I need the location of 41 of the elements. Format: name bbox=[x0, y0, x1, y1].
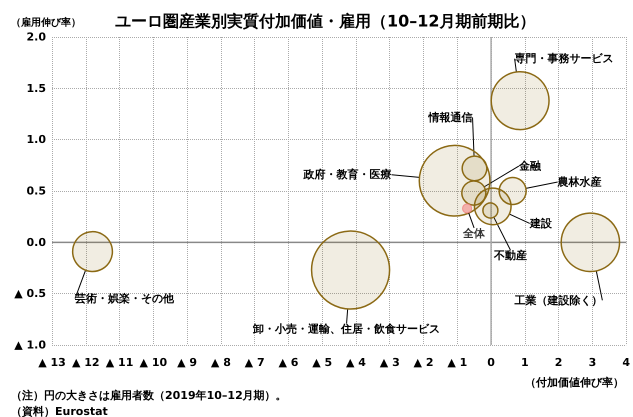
x-tick-label: 4 bbox=[622, 356, 630, 369]
x-tick-label: ▲ 6 bbox=[278, 356, 299, 369]
y-tick-label: 1.0 bbox=[26, 133, 46, 146]
x-tick-label: ▲ 7 bbox=[244, 356, 265, 369]
x-tick-label: 1 bbox=[521, 356, 529, 369]
x-tick-label: ▲ 5 bbox=[312, 356, 332, 369]
x-tick-label: 0 bbox=[487, 356, 496, 369]
x-tick-label: ▲ 4 bbox=[346, 356, 366, 369]
x-tick-label: ▲ 1 bbox=[447, 356, 468, 369]
series-label: 全体 bbox=[462, 226, 486, 240]
y-tick-label: 1.5 bbox=[26, 82, 46, 95]
text: 政府・教育・医療 bbox=[302, 168, 392, 182]
x-tick-label: 2 bbox=[554, 356, 562, 369]
series-label: 建設 bbox=[528, 216, 553, 230]
x-tick-label: ▲ 3 bbox=[380, 356, 400, 369]
x-tick-label: ▲ 12 bbox=[72, 356, 100, 369]
y-tick-label: ▲ 1.0 bbox=[14, 338, 46, 352]
y-tick-label: 2.0 bbox=[26, 30, 46, 44]
x-tick-label: ▲ 9 bbox=[177, 356, 198, 369]
text: （資料）Eurostat bbox=[11, 405, 108, 417]
x-tick-label: ▲ 2 bbox=[414, 356, 434, 369]
series-label: 卸・小売・運輸、住居・飲食サービス bbox=[252, 322, 440, 336]
x-tick-label: ▲ 13 bbox=[38, 356, 66, 369]
y-axis-title: （雇用伸び率） bbox=[11, 16, 81, 28]
text: （注）円の大きさは雇用者数（2019年10–12月期）。 bbox=[11, 389, 287, 402]
text: 農林水産 bbox=[556, 176, 602, 188]
text: 不動産 bbox=[492, 249, 527, 262]
text: 金融 bbox=[518, 160, 542, 173]
text: 工業（建設除く） bbox=[513, 294, 602, 307]
x-tick-label: ▲ 11 bbox=[106, 356, 134, 369]
chart-title: ユーロ圏産業別実質付加価値・雇用（10–12月期前期比） bbox=[115, 12, 536, 30]
text: 芸術・娯楽・その他 bbox=[74, 292, 176, 306]
x-tick-label: ▲ 10 bbox=[140, 356, 168, 369]
x-axis-title: （付加価値伸び率） bbox=[525, 376, 624, 389]
series-label: 専門・事務サービス bbox=[514, 52, 614, 66]
y-tick-label: ▲ 0.5 bbox=[14, 287, 46, 300]
text: 情報通信 bbox=[428, 110, 473, 124]
y-tick-label: 0.5 bbox=[26, 184, 46, 198]
y-tick-label: 0.0 bbox=[26, 236, 46, 249]
x-tick-label: 3 bbox=[588, 356, 596, 369]
x-tick-label: ▲ 8 bbox=[210, 356, 231, 369]
